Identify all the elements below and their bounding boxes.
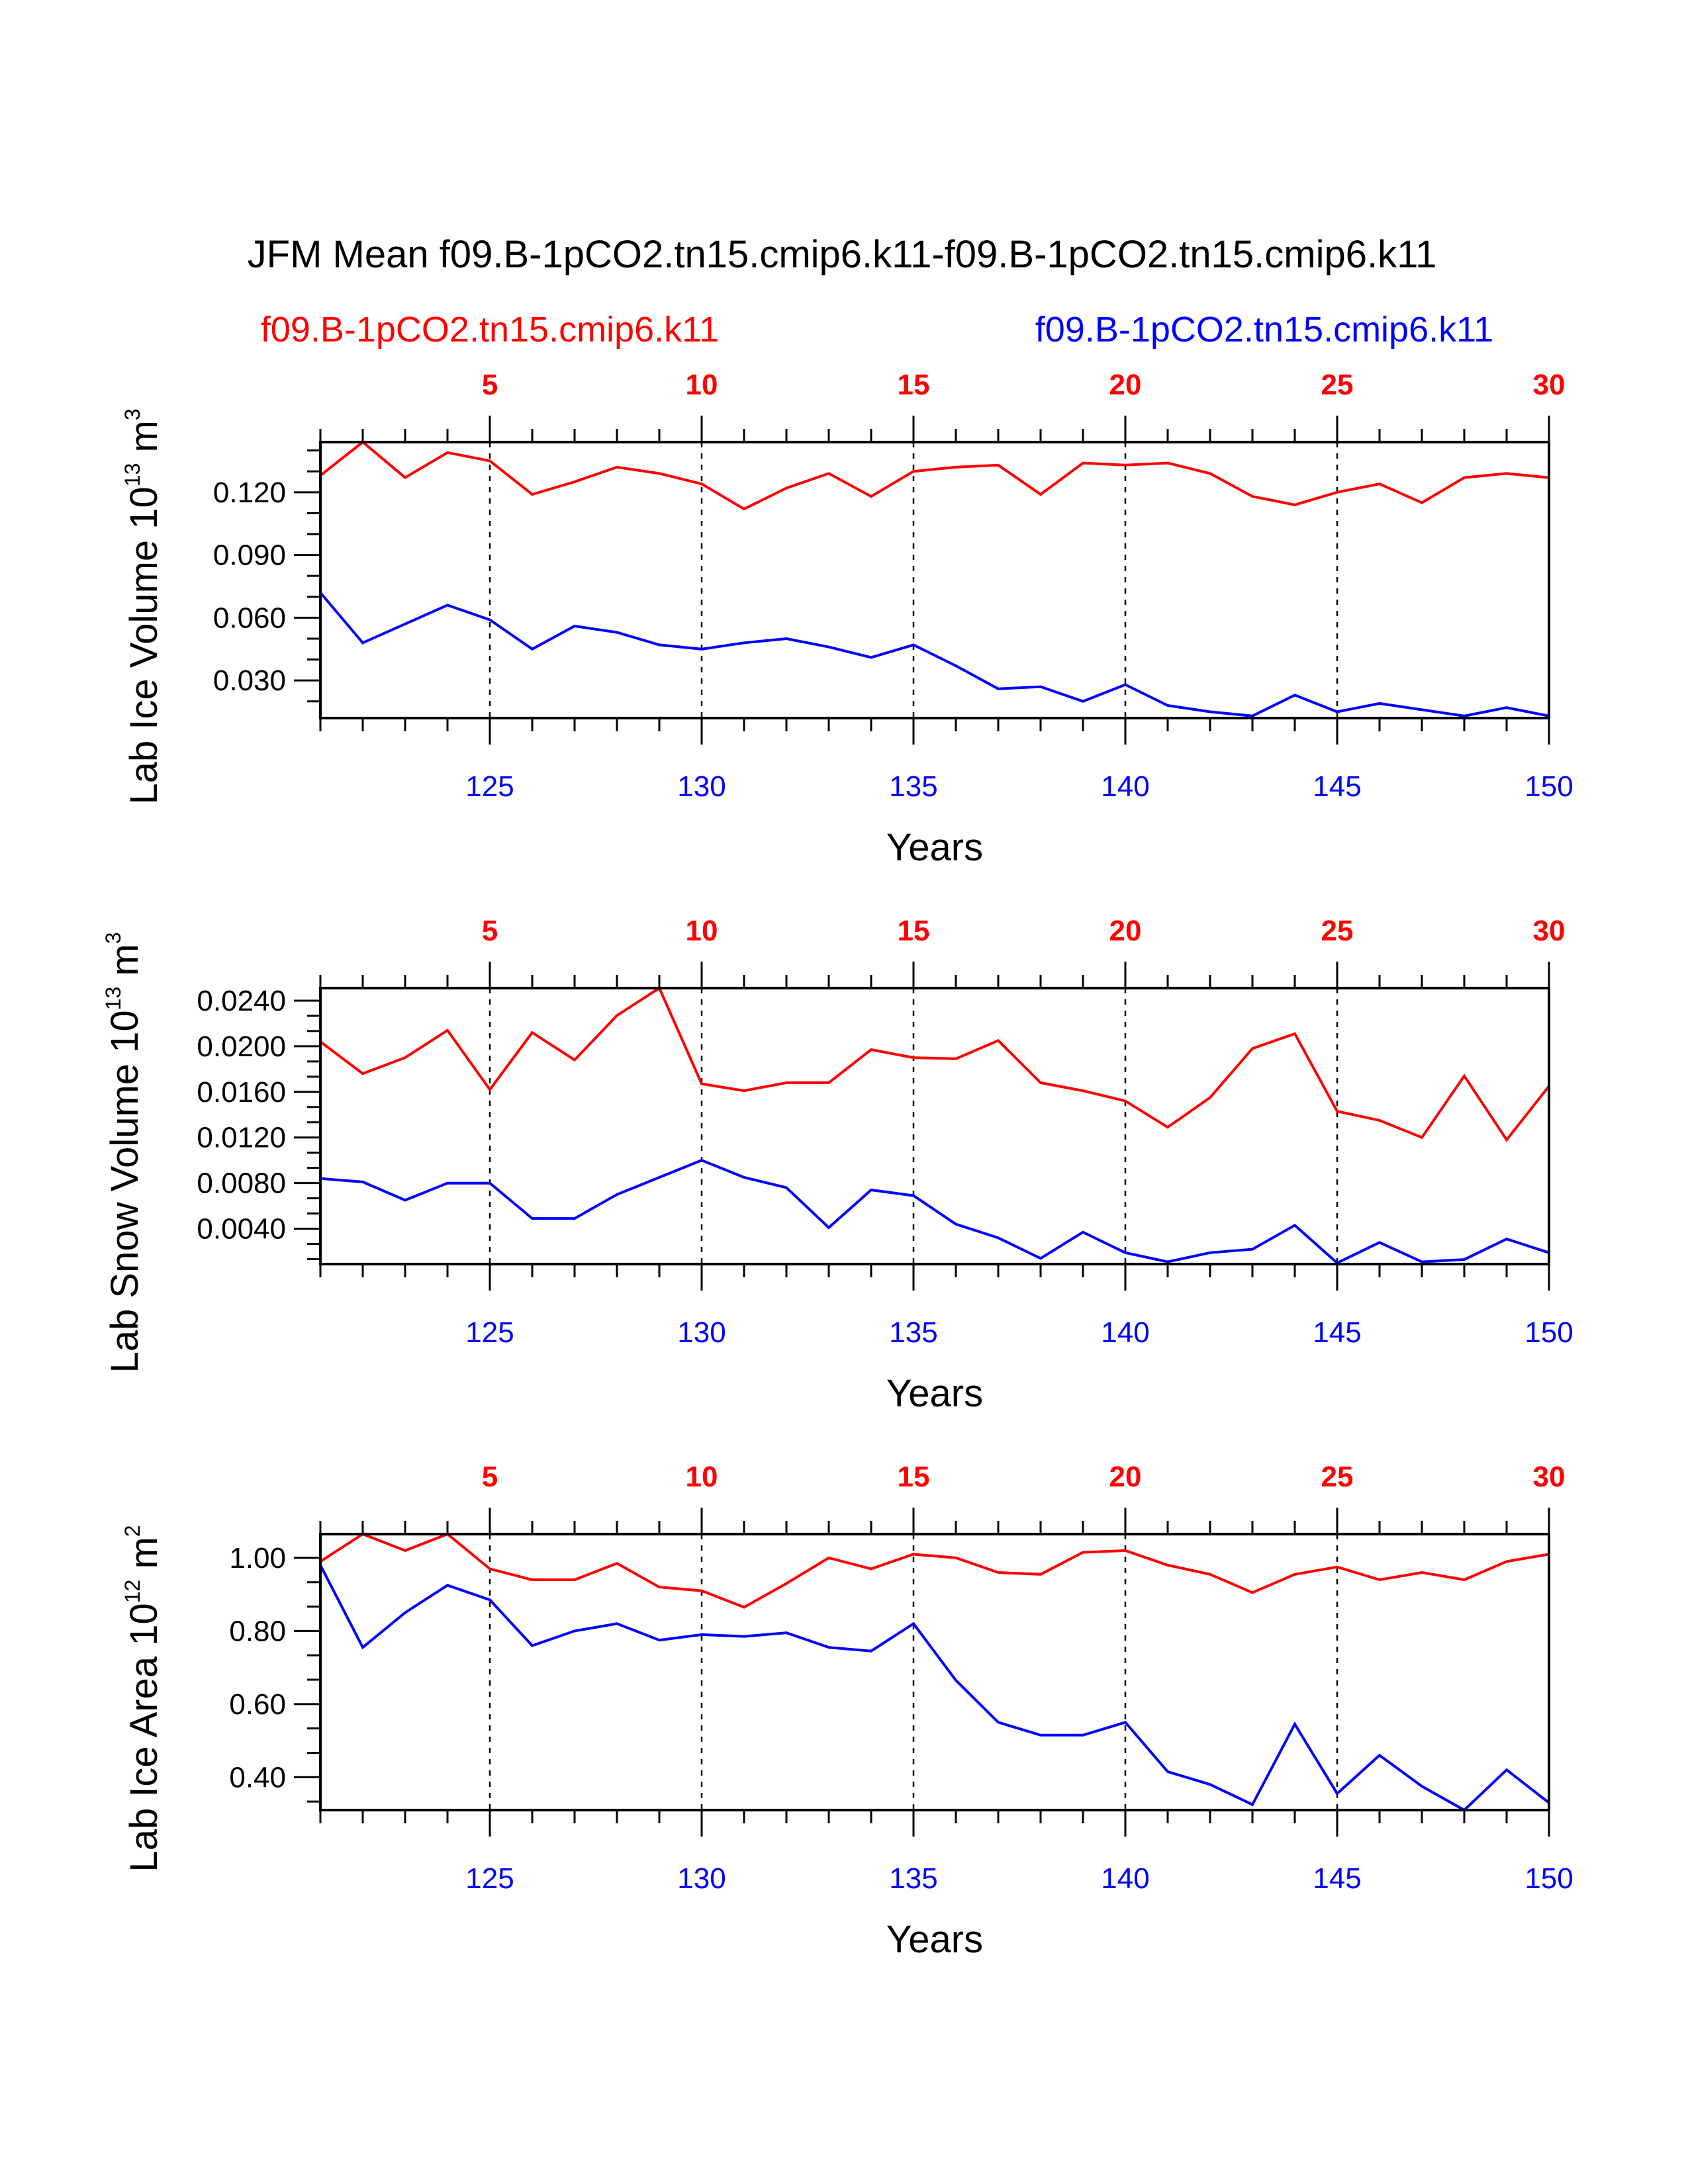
chart-title: JFM Mean f09.B-1pCO2.tn15.cmip6.k11-f09.… <box>248 233 1437 276</box>
snow-volume-panel: 125 130 135 140 145 150 5 10 15 20 25 30 0.0040 0.008… <box>101 915 1573 1415</box>
x-bottom-tick-label: 135 <box>889 1862 937 1895</box>
y-axis-title: Lab Ice Volume 1013 m3 <box>120 408 165 804</box>
y-tick-label: 0.0040 <box>197 1213 286 1246</box>
x-bottom-tick-label: 145 <box>1313 1862 1361 1895</box>
x-top-tick-label: 20 <box>1109 369 1142 401</box>
plot-frame <box>319 987 1550 1265</box>
y-tick-label: 0.090 <box>213 539 286 572</box>
x-bottom-tick-label: 130 <box>677 770 726 803</box>
x-top-tick-label: 10 <box>686 1461 718 1493</box>
x-top-tick-label: 30 <box>1533 915 1566 947</box>
x-bottom-tick-label: 125 <box>465 1316 514 1349</box>
x-bottom-tick-label: 140 <box>1101 770 1149 803</box>
x-top-tick-label: 15 <box>898 1461 930 1493</box>
x-top-tick-label: 30 <box>1533 369 1566 401</box>
y-tick-label: 0.060 <box>213 602 286 634</box>
subtitle-red: f09.B-1pCO2.tn15.cmip6.k11 <box>261 310 719 349</box>
y-tick-label: 0.0200 <box>197 1030 286 1063</box>
subtitle-blue: f09.B-1pCO2.tn15.cmip6.k11 <box>1035 310 1493 349</box>
x-bottom-tick-label: 125 <box>465 770 514 803</box>
y-axis-title: Lab Snow Volume 1013 m3 <box>101 933 146 1373</box>
red-series-line <box>319 1532 1550 1609</box>
x-bottom-tick-label: 150 <box>1524 770 1573 803</box>
y-tick-label: 0.0080 <box>197 1167 286 1200</box>
x-top-tick-label: 25 <box>1321 915 1354 947</box>
x-axis-title: Years <box>886 826 983 869</box>
y-tick-label: 0.0160 <box>197 1076 286 1109</box>
x-top-tick-label: 20 <box>1109 915 1142 947</box>
plot-frame <box>319 1533 1550 1811</box>
x-top-tick-label: 10 <box>686 369 718 401</box>
x-top-tick-label: 5 <box>482 1461 498 1493</box>
y-tick-label: 0.0240 <box>197 985 286 1017</box>
x-top-tick-label: 5 <box>482 369 498 401</box>
red-series-line <box>319 986 1550 1142</box>
x-top-tick-label: 15 <box>898 369 930 401</box>
red-series-line <box>319 440 1550 511</box>
x-bottom-tick-label: 130 <box>677 1316 726 1349</box>
x-axis-title: Years <box>886 1918 983 1961</box>
blue-series-line <box>320 1159 1550 1265</box>
x-bottom-tick-label: 150 <box>1524 1316 1573 1349</box>
x-bottom-tick-label: 135 <box>889 770 937 803</box>
x-bottom-tick-label: 130 <box>677 1862 726 1895</box>
plot-frame <box>319 441 1550 719</box>
ice-volume-panel: 125 130 135 140 145 150 5 10 15 20 25 30 0.030 0.060 0… <box>120 369 1573 869</box>
y-tick-label: 0.40 <box>229 1761 286 1794</box>
x-top-tick-label: 25 <box>1321 369 1354 401</box>
x-top-tick-label: 15 <box>898 915 930 947</box>
y-tick-label: 0.0120 <box>197 1122 286 1154</box>
x-bottom-tick-label: 140 <box>1101 1862 1149 1895</box>
x-bottom-tick-label: 145 <box>1313 1316 1361 1349</box>
x-top-tick-label: 25 <box>1321 1461 1354 1493</box>
y-tick-label: 1.00 <box>229 1542 286 1574</box>
blue-series-line <box>319 1564 1550 1812</box>
y-axis-title: Lab Ice Area 1012 m2 <box>120 1525 165 1872</box>
x-top-tick-label: 5 <box>482 915 498 947</box>
x-top-tick-label: 20 <box>1109 1461 1142 1493</box>
y-tick-label: 0.60 <box>229 1688 286 1721</box>
y-tick-label: 0.120 <box>213 477 286 509</box>
x-bottom-tick-label: 140 <box>1101 1316 1149 1349</box>
x-bottom-tick-label: 145 <box>1313 770 1361 803</box>
x-top-tick-label: 10 <box>686 915 718 947</box>
y-tick-label: 0.030 <box>213 664 286 697</box>
x-bottom-tick-label: 135 <box>889 1316 937 1349</box>
x-axis-title: Years <box>886 1372 983 1415</box>
x-bottom-tick-label: 150 <box>1524 1862 1573 1895</box>
y-tick-label: 0.80 <box>229 1615 286 1647</box>
ice-area-panel: 125 130 135 140 145 150 5 10 15 20 25 30 0.40 0.60 0.8… <box>120 1461 1573 1961</box>
x-top-tick-label: 30 <box>1533 1461 1566 1493</box>
x-bottom-tick-label: 125 <box>465 1862 514 1895</box>
blue-series-line <box>319 592 1550 717</box>
